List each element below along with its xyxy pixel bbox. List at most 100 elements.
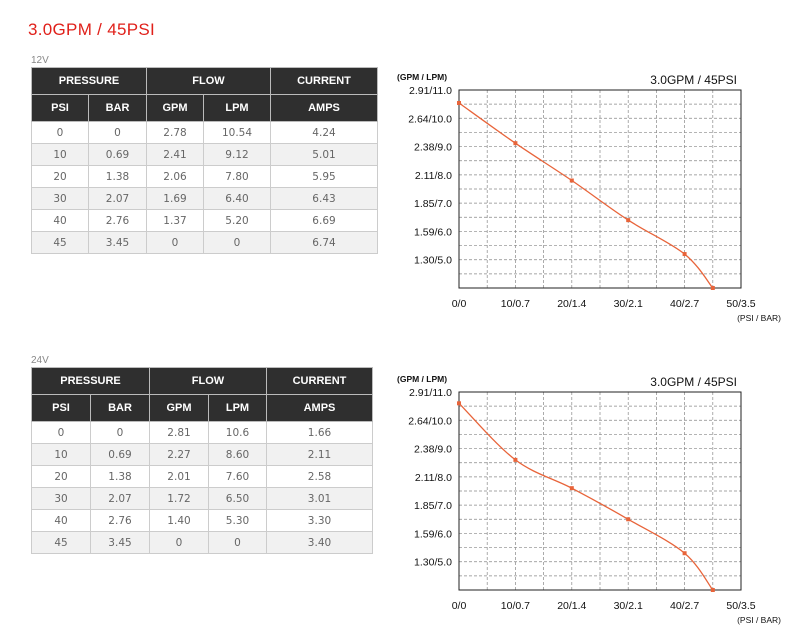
x-tick-label: 40/2.7	[670, 600, 699, 612]
data-point	[710, 286, 715, 290]
table-cell: 2.07	[88, 187, 147, 210]
x-tick-label: 10/0.7	[501, 600, 530, 612]
table-cell: 1.72	[149, 487, 209, 510]
table-cell: 1.37	[146, 209, 204, 232]
y-tick-label: 1.30/5.0	[414, 255, 452, 267]
data-point	[710, 588, 715, 592]
header-pressure: PRESSURE	[31, 67, 147, 95]
table-cell: 0	[146, 231, 204, 254]
x-tick-label: 50/3.5	[726, 600, 755, 612]
subheader-psi: PSI	[31, 394, 91, 422]
data-point	[569, 178, 574, 183]
table-row: 0 0 2.78 10.54 4.24	[31, 121, 378, 144]
table-cell: 3.40	[266, 531, 373, 554]
table-cell: 2.01	[149, 465, 209, 488]
x-tick-label: 40/2.7	[670, 298, 699, 310]
table-cell: 6.43	[270, 187, 378, 210]
table-cell: 40	[31, 209, 89, 232]
table-cell: 20	[31, 165, 89, 188]
header-current: CURRENT	[270, 67, 378, 95]
table-cell: 6.74	[270, 231, 378, 254]
table-cell: 20	[31, 465, 91, 488]
y-axis-label: (GPM / LPM)	[397, 72, 447, 82]
x-tick-label: 0/0	[452, 600, 467, 612]
table-cell: 1.38	[90, 465, 150, 488]
subheader-amps: AMPS	[266, 394, 373, 422]
y-tick-label: 1.85/7.0	[414, 500, 452, 512]
table-cell: 1.38	[88, 165, 147, 188]
x-tick-label: 0/0	[452, 298, 467, 310]
subheader-amps: AMPS	[270, 94, 378, 122]
flow-pressure-chart-12v: 3.0GPM / 45PSI (GPM / LPM) (PSI / BAR) 2.91…	[397, 72, 781, 323]
table-cell: 3.30	[266, 509, 373, 532]
y-axis-label: (GPM / LPM)	[397, 374, 447, 384]
x-tick-label: 10/0.7	[501, 298, 530, 310]
data-point	[513, 457, 518, 462]
table-row: 45 3.45 0 0 3.40	[31, 531, 373, 554]
subheader-psi: PSI	[31, 94, 89, 122]
table-cell: 10.54	[203, 121, 271, 144]
table-cell: 0	[88, 121, 147, 144]
y-tick-label: 2.64/10.0	[408, 415, 452, 427]
table-cell: 40	[31, 509, 91, 532]
y-tick-label: 2.38/9.0	[414, 142, 452, 154]
table-row: 10 0.69 2.27 8.60 2.11	[31, 443, 373, 466]
data-point	[457, 401, 461, 406]
table-cell: 0.69	[88, 143, 147, 166]
table-cell: 9.12	[203, 143, 271, 166]
data-point	[513, 141, 518, 146]
header-flow: FLOW	[149, 367, 267, 395]
table-cell: 6.40	[203, 187, 271, 210]
data-point	[682, 551, 687, 556]
y-tick-label: 1.85/7.0	[414, 198, 452, 210]
x-tick-label: 30/2.1	[614, 600, 643, 612]
subheader-bar: BAR	[90, 394, 150, 422]
table-row: 0 0 2.81 10.6 1.66	[31, 421, 373, 444]
table-row: 20 1.38 2.01 7.60 2.58	[31, 465, 373, 488]
table-cell: 0	[31, 121, 89, 144]
table-cell: 2.76	[88, 209, 147, 232]
table-cell: 3.45	[88, 231, 147, 254]
y-tick-label: 2.38/9.0	[414, 444, 452, 456]
table-cell: 2.76	[90, 509, 150, 532]
table-cell: 45	[31, 531, 91, 554]
table-cell: 45	[31, 231, 89, 254]
chart-title: 3.0GPM / 45PSI	[650, 73, 737, 87]
table-cell: 0	[203, 231, 271, 254]
subheader-lpm: LPM	[208, 394, 267, 422]
x-tick-label: 20/1.4	[557, 600, 586, 612]
table-cell: 0	[31, 421, 91, 444]
table-cell: 2.11	[266, 443, 373, 466]
y-tick-label: 2.11/8.0	[415, 472, 452, 484]
data-point	[569, 486, 574, 491]
table-cell: 0	[90, 421, 150, 444]
chart-title: 3.0GPM / 45PSI	[650, 375, 737, 389]
plot-frame	[458, 391, 742, 591]
page-title: 3.0GPM / 45PSI	[28, 20, 156, 39]
table-cell: 2.41	[146, 143, 204, 166]
table-cell: 0	[208, 531, 267, 554]
y-tick-label: 2.91/11.0	[409, 387, 452, 399]
y-tick-label: 2.91/11.0	[409, 85, 452, 97]
table-cell: 6.69	[270, 209, 378, 232]
y-tick-label: 1.59/6.0	[414, 528, 452, 540]
flow-pressure-chart-24v: 3.0GPM / 45PSI (GPM / LPM) (PSI / BAR) 2.91…	[397, 374, 781, 625]
header-pressure: PRESSURE	[31, 367, 150, 395]
y-tick-label: 2.11/8.0	[415, 170, 452, 182]
table-cell: 5.95	[270, 165, 378, 188]
table-cell: 8.60	[208, 443, 267, 466]
x-tick-label: 20/1.4	[557, 298, 586, 310]
table-row: 20 1.38 2.06 7.80 5.95	[31, 165, 378, 188]
data-point	[457, 101, 461, 106]
table-row: 40 2.76 1.40 5.30 3.30	[31, 509, 373, 532]
header-flow: FLOW	[146, 67, 271, 95]
table-cell: 1.69	[146, 187, 204, 210]
table-cell: 30	[31, 187, 89, 210]
table-cell: 3.45	[90, 531, 150, 554]
spec-table-12v: PRESSURE FLOW CURRENT PSI BAR GPM LPM AMPS 0 0 2.7…	[31, 67, 378, 254]
table-cell: 10	[31, 443, 91, 466]
table-cell: 2.58	[266, 465, 373, 488]
table-cell: 10	[31, 143, 89, 166]
table-cell: 30	[31, 487, 91, 510]
table-cell: 0.69	[90, 443, 150, 466]
